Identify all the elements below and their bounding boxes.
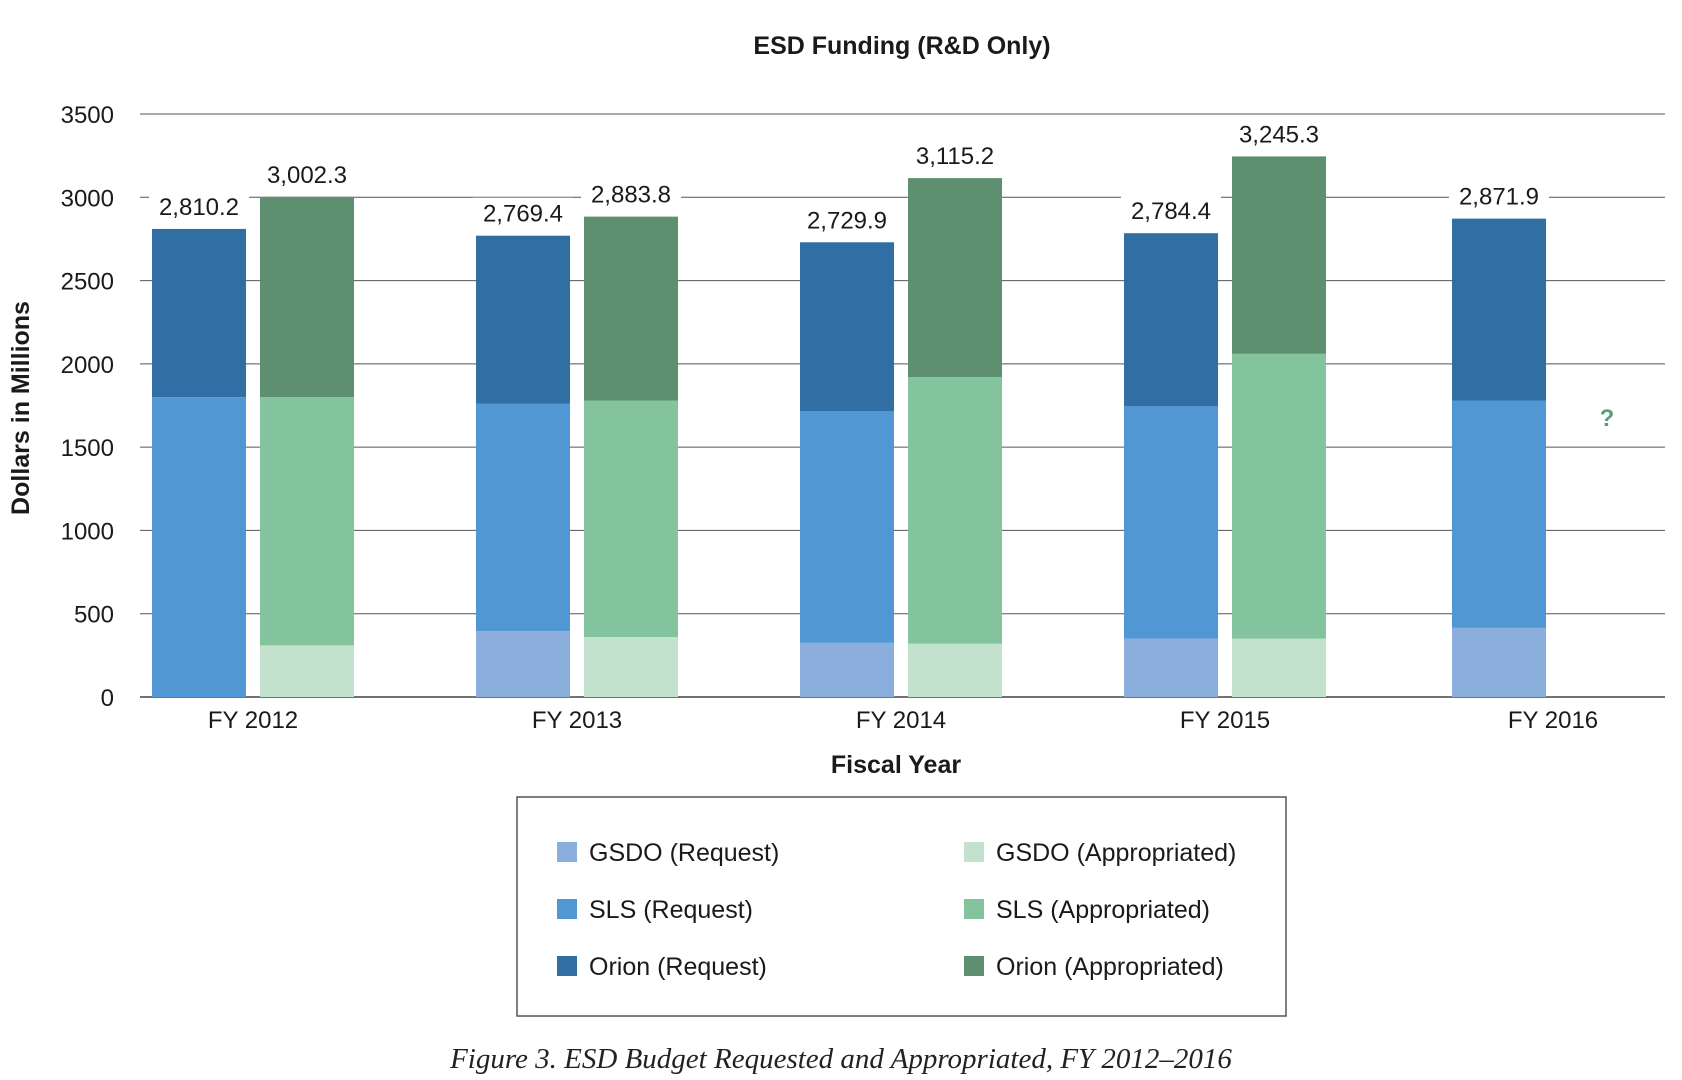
legend: GSDO (Request) GSDO (Appropriated) SLS (Re… <box>516 796 1287 1017</box>
total-labels: 2,810.2 3,002.3 2,769.4 2,883.8 2,729.9 3,115… <box>149 118 1549 234</box>
bar-segment <box>1232 353 1326 639</box>
y-tick-label: 2000 <box>61 352 114 379</box>
total-label: 2,729.9 <box>807 207 887 234</box>
bar-segment <box>584 216 678 401</box>
x-tick-label: FY 2015 <box>1180 707 1270 734</box>
total-label-bg <box>1229 118 1329 147</box>
bar-segment <box>908 643 1002 697</box>
total-label-bg <box>905 140 1005 169</box>
total-label-bg <box>257 158 357 187</box>
legend-label: GSDO (Request) <box>589 839 779 867</box>
x-tick-label: FY 2014 <box>856 707 946 734</box>
bar-segment <box>476 403 570 632</box>
legend-swatch <box>964 899 984 919</box>
legend-label: Orion (Request) <box>589 953 767 981</box>
total-label-bg <box>797 204 897 233</box>
bar-segment <box>584 637 678 697</box>
total-label-bg <box>149 190 249 219</box>
total-label: 2,784.4 <box>1131 198 1211 225</box>
bar-segment <box>1124 233 1218 407</box>
y-tick-label: 3000 <box>61 185 114 212</box>
bar-segment <box>800 411 894 643</box>
legend-frame <box>516 796 1287 1017</box>
y-tick-label: 1500 <box>61 435 114 462</box>
grid <box>140 113 1665 698</box>
annotations: ? <box>1600 405 1615 432</box>
total-label-bg <box>1121 195 1221 224</box>
total-label: 3,002.3 <box>267 162 347 189</box>
total-label-bg <box>1449 180 1549 209</box>
total-label: 2,769.4 <box>483 201 563 228</box>
total-label-bg <box>581 178 681 207</box>
total-label-bg <box>473 197 573 226</box>
total-label: 2,871.9 <box>1459 184 1539 211</box>
total-label: 2,883.8 <box>591 182 671 209</box>
y-tick-label: 0 <box>101 685 114 712</box>
legend-swatch <box>557 956 577 976</box>
bar-segment <box>152 397 246 697</box>
legend-swatch <box>557 842 577 862</box>
bar-segment <box>1124 638 1218 697</box>
bar-segment <box>1232 638 1326 697</box>
bar-segment <box>476 235 570 404</box>
legend-swatch <box>557 899 577 919</box>
bar-segment <box>1232 156 1326 354</box>
y-tick-label: 500 <box>74 602 114 629</box>
bar-segment <box>1452 400 1546 628</box>
x-tick-label: FY 2016 <box>1508 707 1598 734</box>
legend-label: GSDO (Appropriated) <box>996 839 1236 867</box>
legend-swatch <box>964 842 984 862</box>
figure-caption: Figure 3. ESD Budget Requested and Appro… <box>449 1043 1232 1075</box>
bar-segment <box>260 196 354 398</box>
total-label: 3,115.2 <box>916 143 994 170</box>
y-tick-label: 1000 <box>61 518 114 545</box>
bar-segment <box>584 400 678 638</box>
bars <box>152 156 1546 697</box>
x-ticks: FY 2012 FY 2013 FY 2014 FY 2015 FY 2016 <box>208 707 1598 734</box>
bar-segment <box>908 178 1002 378</box>
total-label: 3,245.3 <box>1239 121 1319 148</box>
y-tick-label: 3500 <box>61 102 114 129</box>
total-label: 2,810.2 <box>159 194 239 221</box>
legend-swatch <box>964 956 984 976</box>
bar-segment <box>260 645 354 697</box>
bar-segment <box>1124 406 1218 639</box>
annotation: ? <box>1600 405 1615 432</box>
legend-label: SLS (Request) <box>589 896 753 924</box>
y-ticks: 0 500 1000 1500 2000 2500 3000 3500 <box>61 102 114 712</box>
legend-label: SLS (Appropriated) <box>996 896 1210 924</box>
y-axis-title: Dollars in Millions <box>7 301 35 515</box>
bar-segment <box>152 228 246 398</box>
x-tick-label: FY 2012 <box>208 707 298 734</box>
y-tick-label: 2500 <box>61 269 114 296</box>
chart-title: ESD Funding (R&D Only) <box>753 32 1050 60</box>
bar-segment <box>800 642 894 697</box>
bar-segment <box>476 631 570 697</box>
legend-label: Orion (Appropriated) <box>996 953 1224 981</box>
bar-segment <box>1452 218 1546 401</box>
x-axis-title: Fiscal Year <box>831 751 961 779</box>
bar-segment <box>260 397 354 646</box>
bar-segment <box>800 242 894 412</box>
bar-segment <box>908 377 1002 644</box>
bar-segment <box>1452 627 1546 697</box>
x-tick-label: FY 2013 <box>532 707 622 734</box>
